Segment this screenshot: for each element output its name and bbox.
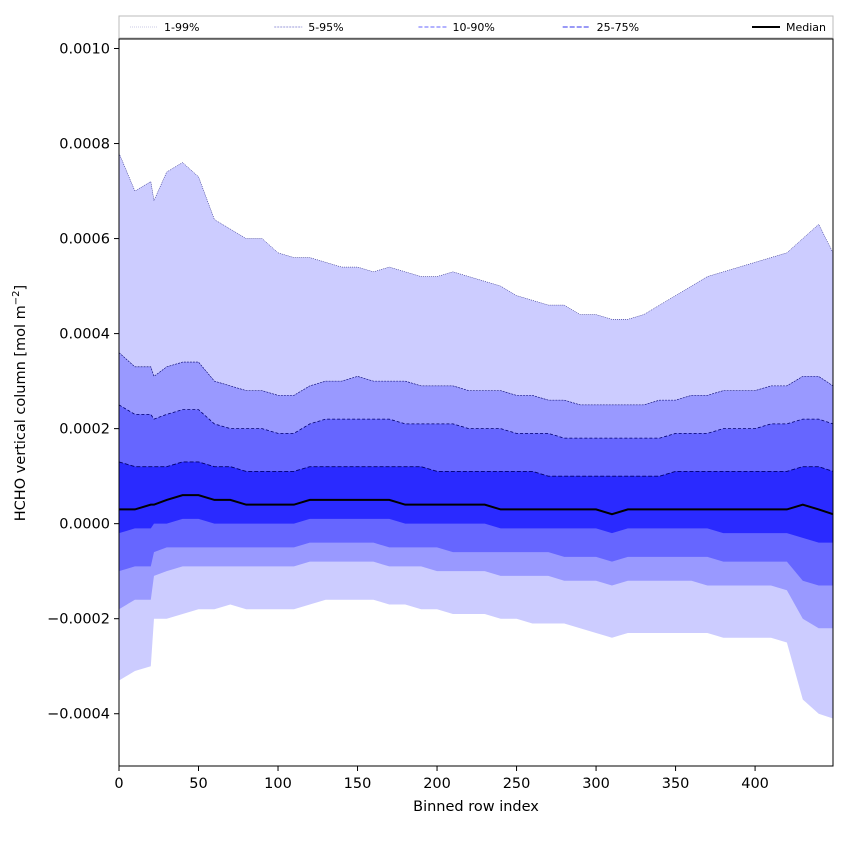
- legend-box: [118, 15, 834, 39]
- y-tick-label: 0.0002: [59, 422, 110, 438]
- y-tick-label: −0.0002: [47, 612, 110, 628]
- y-tick-label: 0.0006: [59, 232, 110, 248]
- band-25-75pct: [119, 461, 833, 543]
- y-axis-title: HCHO vertical column [mol m−2]: [11, 285, 29, 521]
- x-tick-label: 200: [423, 776, 451, 792]
- x-tick-label: 350: [662, 776, 690, 792]
- legend-label: Median: [786, 21, 826, 34]
- plot-area: [119, 152, 833, 719]
- legend: 1-99% 5-95% 10-90% 25-75% Median: [118, 15, 834, 39]
- x-tick-label: 150: [344, 776, 372, 792]
- median-line: [119, 494, 833, 516]
- x-axis: 0 50 100 150 200 250 300 350 400: [114, 766, 769, 792]
- x-axis-title: Binned row index: [413, 799, 539, 815]
- plot-frame: [118, 38, 834, 767]
- band-upper-line: [119, 461, 833, 477]
- legend-label: 25-75%: [597, 21, 639, 34]
- legend-label: 5-95%: [308, 21, 343, 34]
- y-tick-label: 0.0010: [59, 42, 110, 58]
- legend-label: 1-99%: [164, 21, 199, 34]
- y-tick-label: 0.0004: [59, 327, 110, 343]
- band-upper-line: [119, 352, 833, 406]
- y-tick-label: −0.0004: [47, 707, 110, 723]
- x-tick-label: 300: [582, 776, 610, 792]
- band-upper-line: [119, 152, 833, 320]
- x-tick-label: 100: [264, 776, 292, 792]
- y-tick-label: 0.0000: [59, 517, 110, 533]
- x-tick-label: 0: [114, 776, 123, 792]
- x-tick-label: 50: [189, 776, 207, 792]
- x-tick-label: 250: [503, 776, 531, 792]
- legend-label: 10-90%: [452, 21, 494, 34]
- x-tick-label: 400: [741, 776, 769, 792]
- y-tick-label: 0.0008: [59, 137, 110, 153]
- y-axis: −0.0004 −0.0002 0.0000 0.0002 0.0004 0.0006 0.…: [47, 42, 119, 723]
